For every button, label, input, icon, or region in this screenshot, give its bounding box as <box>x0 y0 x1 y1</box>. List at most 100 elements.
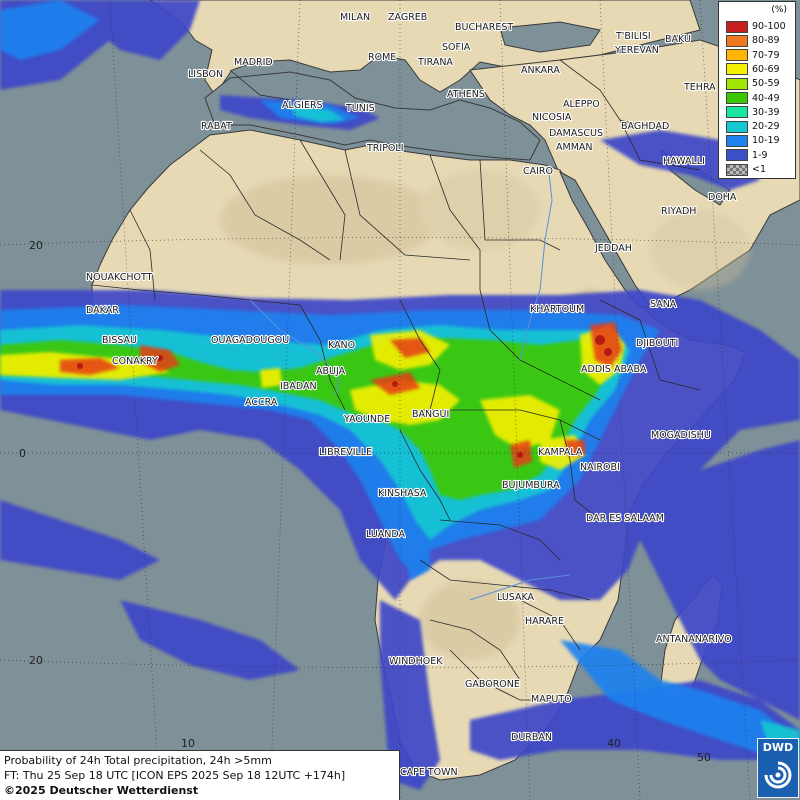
lat-label-20s: 20 <box>29 654 43 667</box>
legend-label: 20-29 <box>752 121 780 133</box>
legend-label: 60-69 <box>752 63 780 75</box>
city-label: DJIBOUTI <box>636 338 678 349</box>
city-label: YEREVAN <box>614 45 659 56</box>
city-label: ACCRA <box>245 397 278 408</box>
city-label: IBADAN <box>280 381 317 392</box>
city-labels: MILAN ZAGREB BUCHAREST T'BILISI BAKU MAD… <box>85 11 738 779</box>
legend-swatch <box>726 92 748 104</box>
legend-label: 50-59 <box>752 78 780 90</box>
black-sea <box>499 21 601 53</box>
city-label: CAPE TOWN <box>400 767 458 778</box>
city-label: TEHRA <box>683 82 716 93</box>
legend-swatch <box>726 106 748 119</box>
legend-entry: 30-39 <box>726 106 780 119</box>
city-label: MADRID <box>234 57 273 68</box>
city-label: BUCHAREST <box>455 22 513 33</box>
info-box: Probability of 24h Total precipitation, … <box>0 750 400 800</box>
city-label: RIYADH <box>661 206 696 217</box>
city-label: CONAKRY <box>112 356 158 367</box>
legend-swatch <box>726 163 748 176</box>
legend-label: <1 <box>752 164 767 175</box>
city-label: HAWALLI <box>663 156 705 167</box>
legend-entry: <1 <box>726 163 766 176</box>
city-label: NOUAKCHOTT <box>86 272 153 283</box>
city-label: ALGIERS <box>282 100 323 111</box>
legend-label: 90-100 <box>752 21 786 32</box>
city-label: LISBON <box>188 69 223 80</box>
legend-swatch <box>726 134 748 147</box>
city-label: MILAN <box>340 12 370 23</box>
legend-label: 10-19 <box>752 135 780 147</box>
city-label: ADDIS ABABA <box>581 364 647 375</box>
lat-label-20n: 20 <box>29 239 43 252</box>
city-label: NICOSIA <box>532 112 572 123</box>
city-label: ALEPPO <box>563 99 600 110</box>
forecast-time: FT: Thu 25 Sep 18 UTC [ICON EPS 2025 Sep… <box>4 769 346 782</box>
rivers <box>249 164 571 601</box>
lon-label-50: 50 <box>697 751 711 764</box>
legend-entry: 1-9 <box>726 149 768 162</box>
city-label: CAIRO <box>523 166 553 177</box>
product-title: Probability of 24h Total precipitation, … <box>4 754 272 767</box>
city-label: SANA <box>650 299 677 310</box>
city-label: ABUJA <box>316 366 346 377</box>
legend-swatch <box>726 20 748 33</box>
city-label: TRIPOLI <box>366 143 404 154</box>
lat-label-0: 0 <box>19 447 26 460</box>
city-label: T'BILISI <box>615 31 651 42</box>
city-label: JEDDAH <box>594 243 632 254</box>
city-label: BUJUMBURA <box>502 480 560 491</box>
city-label: SOFIA <box>442 42 471 53</box>
lon-label-10: 10 <box>181 737 195 750</box>
city-label: BISSAU <box>102 335 137 346</box>
legend-swatch <box>726 149 748 162</box>
legend: (%) 90-100 80-89 70-79 60-69 50-59 40-49 30-39… <box>718 1 796 179</box>
precip-90-100 <box>77 335 612 458</box>
city-label: KINSHASA <box>378 488 427 499</box>
city-label: LIBREVILLE <box>319 447 372 458</box>
legend-entry: 50-59 <box>726 77 780 90</box>
legend-swatch <box>726 120 748 133</box>
city-label: NAIROBI <box>580 462 620 473</box>
legend-entry: 70-79 <box>726 49 780 62</box>
city-label: DURBAN <box>511 732 552 743</box>
legend-swatch <box>726 63 748 76</box>
city-label: TIRANA <box>417 57 453 68</box>
city-label: RABAT <box>201 121 232 132</box>
city-label: HARARE <box>525 616 564 627</box>
precip-40-59 <box>0 338 610 500</box>
dwd-logo: DWD <box>757 738 799 798</box>
legend-label: 30-39 <box>752 106 780 118</box>
legend-unit: (%) <box>771 5 787 15</box>
grid-labels: 20 0 20 10 40 50 <box>19 239 711 764</box>
city-label: GABORONE <box>465 679 520 690</box>
city-label: ROME <box>368 52 396 63</box>
legend-entry: 20-29 <box>726 120 780 133</box>
city-label: BAKU <box>665 34 691 45</box>
legend-swatch <box>726 77 748 90</box>
city-label: TUNIS <box>345 103 375 114</box>
city-label: MOGADISHU <box>651 430 711 441</box>
city-label: KHARTOUM <box>530 304 584 315</box>
legend-entry: 10-19 <box>726 134 780 147</box>
city-label: WINDHOEK <box>389 656 443 667</box>
legend-entry: 60-69 <box>726 63 780 76</box>
city-label: DAR ES SALAAM <box>586 513 664 524</box>
city-label: OUAGADOUGOU <box>211 335 289 346</box>
dwd-swirl-icon <box>764 761 792 789</box>
city-label: LUANDA <box>366 529 406 540</box>
city-label: KANO <box>328 340 355 351</box>
city-label: KAMPALA <box>538 447 583 458</box>
city-label: ANKARA <box>521 65 560 76</box>
legend-entry: 80-89 <box>726 34 780 47</box>
city-label: DAKAR <box>86 305 119 316</box>
city-label: DOHA <box>708 192 737 203</box>
city-label: ATHENS <box>447 89 485 100</box>
city-label: LUSAKA <box>497 592 535 603</box>
city-label: ZAGREB <box>388 12 427 23</box>
city-label: AMMAN <box>556 142 593 153</box>
legend-label: 1-9 <box>752 149 768 161</box>
legend-label: 40-49 <box>752 92 780 104</box>
